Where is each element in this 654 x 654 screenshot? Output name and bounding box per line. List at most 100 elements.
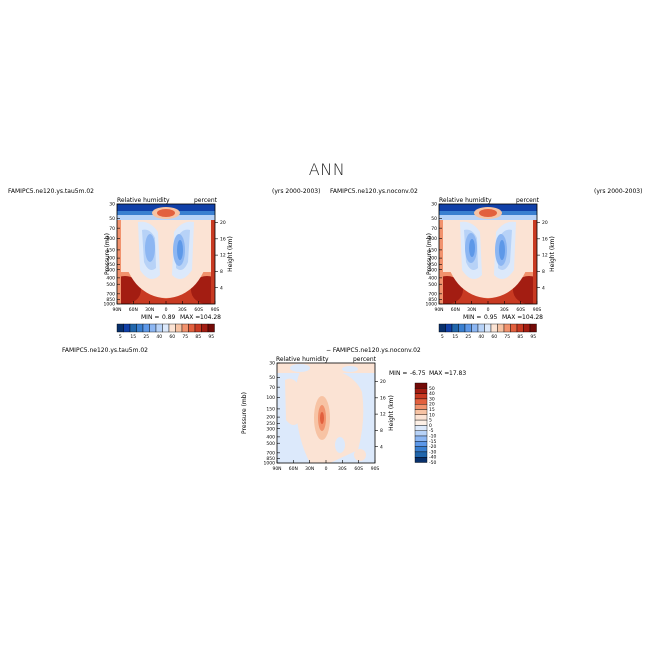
- colorbar-label: 60: [169, 334, 175, 340]
- colorbar-cell: [414, 446, 428, 453]
- y-tick-right-label: 8: [380, 428, 383, 434]
- x-tick-label: 60S: [354, 466, 363, 472]
- y-tick-right-label: 12: [380, 412, 386, 418]
- colorbar-cell: [414, 441, 428, 447]
- colorbar-label: 30: [429, 396, 435, 402]
- panel-1-min: 0.89: [162, 314, 176, 321]
- colorbar-cell: [414, 414, 428, 421]
- panel-1-y-ticks-right: 4 8 12 16 20: [215, 220, 226, 291]
- colorbar-label: 85: [195, 334, 201, 340]
- y-tick-label: 150: [106, 247, 115, 253]
- colorbar-label: 15: [130, 334, 136, 340]
- x-tick-label: 60S: [194, 307, 203, 313]
- y-tick-right-label: 20: [380, 379, 386, 385]
- y-tick-label: 400: [428, 275, 437, 281]
- y-tick-label: 150: [266, 406, 275, 412]
- colorbar-label: 5: [441, 334, 444, 340]
- x-tick-label: 30S: [500, 307, 509, 313]
- colorbar-label: 40: [156, 334, 162, 340]
- colorbar-cell: [414, 435, 428, 442]
- y-tick-label: 400: [106, 275, 115, 281]
- y-tick-label: 70: [109, 226, 115, 232]
- y-tick-label: 1000: [264, 461, 276, 467]
- y-tick-label: 500: [106, 282, 115, 288]
- panel-2-units: percent: [516, 197, 539, 204]
- panel-2-min: 0.95: [484, 314, 498, 321]
- panel-2-y-ticks-right: 4 8 12 16 20: [537, 220, 548, 291]
- colorbar-cell: [207, 323, 215, 333]
- colorbar-label: 75: [504, 334, 510, 340]
- y-tick-label: 1000: [104, 302, 116, 308]
- panel-3-y-ticks-right: 4 8 12 16 20: [375, 379, 386, 450]
- y-tick-label: 70: [431, 226, 437, 232]
- x-tick-label: 0: [165, 307, 168, 313]
- panel-1-colorbar: 5 15 25 40 60 75 85 95: [116, 323, 215, 340]
- colorbar-label: 20: [429, 402, 435, 408]
- y-tick-label: 700: [266, 450, 275, 456]
- y-tick-label: 300: [428, 267, 437, 273]
- x-tick-label: 90N: [434, 307, 443, 313]
- colorbar-label: -15: [429, 439, 436, 445]
- panel-2-case-name: FAMIPC5.ne120.ys.noconv.02: [330, 188, 418, 195]
- panel-1-max-label: MAX =: [180, 314, 201, 321]
- panel-3-x-ticks: 90N 60N 30N 0 30S 60S 90S: [272, 460, 379, 472]
- colorbar-cell: [414, 425, 428, 431]
- panel-1-x-ticks: 90N 60N 30N 0 30S 60S 90S: [112, 301, 219, 313]
- colorbar-label: 40: [478, 334, 484, 340]
- panel-1-min-label: MIN =: [141, 314, 160, 321]
- panel-2-field: [439, 204, 537, 304]
- colorbar-label: -50: [429, 460, 436, 466]
- colorbar-label: 75: [182, 334, 188, 340]
- y-tick-right-label: 4: [380, 444, 383, 450]
- colorbar-cell: [414, 419, 428, 426]
- panel-3-case-name: FAMIPC5.ne120.ys.tau5m.02: [62, 347, 148, 354]
- y-tick-label: 50: [269, 375, 275, 381]
- panel-1-ylabel: Pressure (mb): [104, 233, 111, 275]
- y-tick-right-label: 20: [220, 220, 226, 226]
- y-tick-right-label: 12: [542, 253, 548, 259]
- panel-1-max: 104.28: [200, 314, 221, 321]
- y-tick-label: 50: [109, 216, 115, 222]
- x-tick-label: 30N: [305, 466, 314, 472]
- x-tick-label: 60N: [129, 307, 138, 313]
- figure-title: ANN: [308, 160, 346, 179]
- panel-2-ylabel-right: Height (km): [549, 236, 556, 272]
- x-tick-label: 0: [325, 466, 328, 472]
- x-tick-label: 30S: [178, 307, 187, 313]
- y-tick-right-label: 4: [542, 285, 545, 291]
- colorbar-label: 95: [530, 334, 536, 340]
- panel-2-max-label: MAX =: [502, 314, 523, 321]
- panel-3-min: -6.75: [410, 370, 426, 377]
- panel-3-ylabel-right: Height (km): [388, 395, 395, 431]
- x-tick-label: 0: [487, 307, 490, 313]
- colorbar-cell: [529, 323, 537, 333]
- colorbar-label: 10: [429, 412, 435, 418]
- panel-2-x-ticks: 90N 60N 30N 0 30S 60S 90S: [434, 301, 541, 313]
- colorbar-label: 95: [208, 334, 214, 340]
- colorbar-label: 40: [429, 391, 435, 397]
- panel-1-units: percent: [194, 197, 217, 204]
- colorbar-label: 15: [429, 407, 435, 413]
- x-tick-label: 90S: [211, 307, 220, 313]
- y-tick-label: 700: [428, 291, 437, 297]
- colorbar-label: 25: [143, 334, 149, 340]
- panel-1-years: (yrs 2000-2003): [272, 188, 321, 195]
- y-tick-label: 850: [106, 297, 115, 303]
- x-tick-label: 90S: [533, 307, 542, 313]
- colorbar-label: 0: [429, 423, 432, 429]
- colorbar-cell: [414, 451, 428, 458]
- colorbar-label: 85: [517, 334, 523, 340]
- colorbar-label: 60: [491, 334, 497, 340]
- y-tick-right-label: 8: [542, 269, 545, 275]
- panel-1-variable: Relative humidity: [117, 197, 170, 204]
- x-tick-label: 60N: [289, 466, 298, 472]
- colorbar-cell: [414, 457, 428, 463]
- colorbar-cell: [414, 393, 428, 400]
- panel-3-field: [277, 363, 375, 463]
